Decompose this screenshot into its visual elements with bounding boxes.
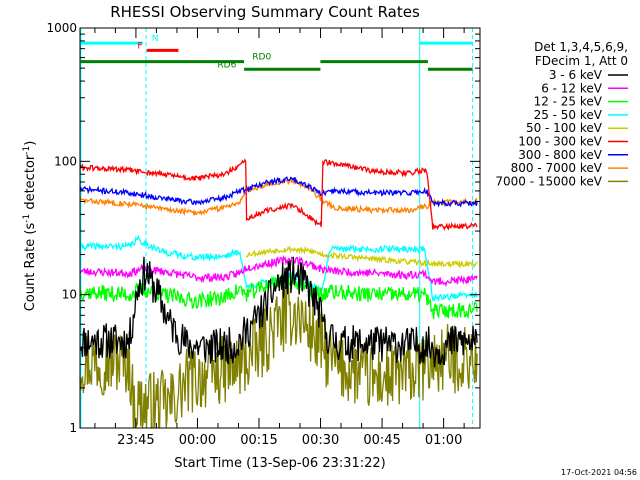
series-line [79, 270, 478, 320]
y-axis-label-part: detector [23, 154, 38, 214]
x-tick-label: 01:00 [425, 433, 462, 448]
y-axis-label-part: ) [23, 141, 38, 146]
x-tick-label: 23:45 [117, 433, 154, 448]
annotation-label: F [137, 41, 142, 51]
chart-title: RHESSI Observing Summary Count Rates [110, 3, 420, 21]
series-line [79, 254, 478, 287]
y-axis-label: Count Rate (s-1 detector-1) [22, 141, 38, 312]
y-axis: 1 10 100 1000 [46, 21, 480, 435]
x-tick-label: 00:45 [363, 433, 400, 448]
plot-area: NF RD0 RD6 [79, 27, 481, 429]
series-line [245, 244, 478, 269]
legend: Det 1,3,4,5,6,9, FDecim 1, Att 0 3 - 6 k… [495, 40, 628, 188]
legend-entry-label: 800 - 7000 keV [511, 161, 603, 175]
legend-header-line: Det 1,3,4,5,6,9, [534, 40, 628, 54]
series-line [79, 256, 478, 368]
legend-entry-label: 100 - 300 keV [518, 135, 602, 149]
y-tick-label: 1 [69, 421, 77, 435]
annotation-label: RD0 [252, 53, 271, 63]
y-tick-label: 100 [54, 154, 77, 168]
series-line [79, 158, 478, 231]
legend-entry-label: 25 - 50 keV [534, 108, 603, 122]
legend-entry-label: 50 - 100 keV [526, 121, 603, 135]
y-axis-label-superscript: -1 [22, 214, 32, 223]
legend-entry-label: 12 - 25 keV [534, 95, 603, 109]
annotation-label: RD6 [217, 60, 236, 70]
legend-entry-label: 3 - 6 keV [549, 68, 603, 82]
legend-header-line: FDecim 1, Att 0 [535, 54, 628, 68]
legend-entry-label: 300 - 800 keV [518, 148, 602, 162]
series-line [79, 176, 478, 208]
y-axis-label-part: Count Rate (s [23, 223, 38, 312]
x-axis: 23:45 00:00 00:15 00:30 00:45 01:00 [94, 28, 465, 448]
y-tick-label: 10 [62, 288, 77, 302]
x-axis-label: Start Time (13-Sep-06 23:31:22) [174, 456, 385, 471]
annotation-label: N [152, 34, 159, 44]
series-line [79, 281, 478, 429]
x-tick-label: 00:00 [179, 433, 216, 448]
x-tick-label: 00:15 [240, 433, 277, 448]
series-line [79, 177, 478, 217]
footer-timestamp: 17-Oct-2021 04:56 [561, 468, 637, 477]
y-axis-label-superscript: -1 [22, 146, 32, 155]
x-tick-label: 00:30 [302, 433, 339, 448]
legend-entry-label: 7000 - 15000 keV [495, 174, 602, 188]
legend-entry-label: 6 - 12 keV [541, 81, 603, 95]
y-tick-label: 1000 [46, 21, 77, 35]
